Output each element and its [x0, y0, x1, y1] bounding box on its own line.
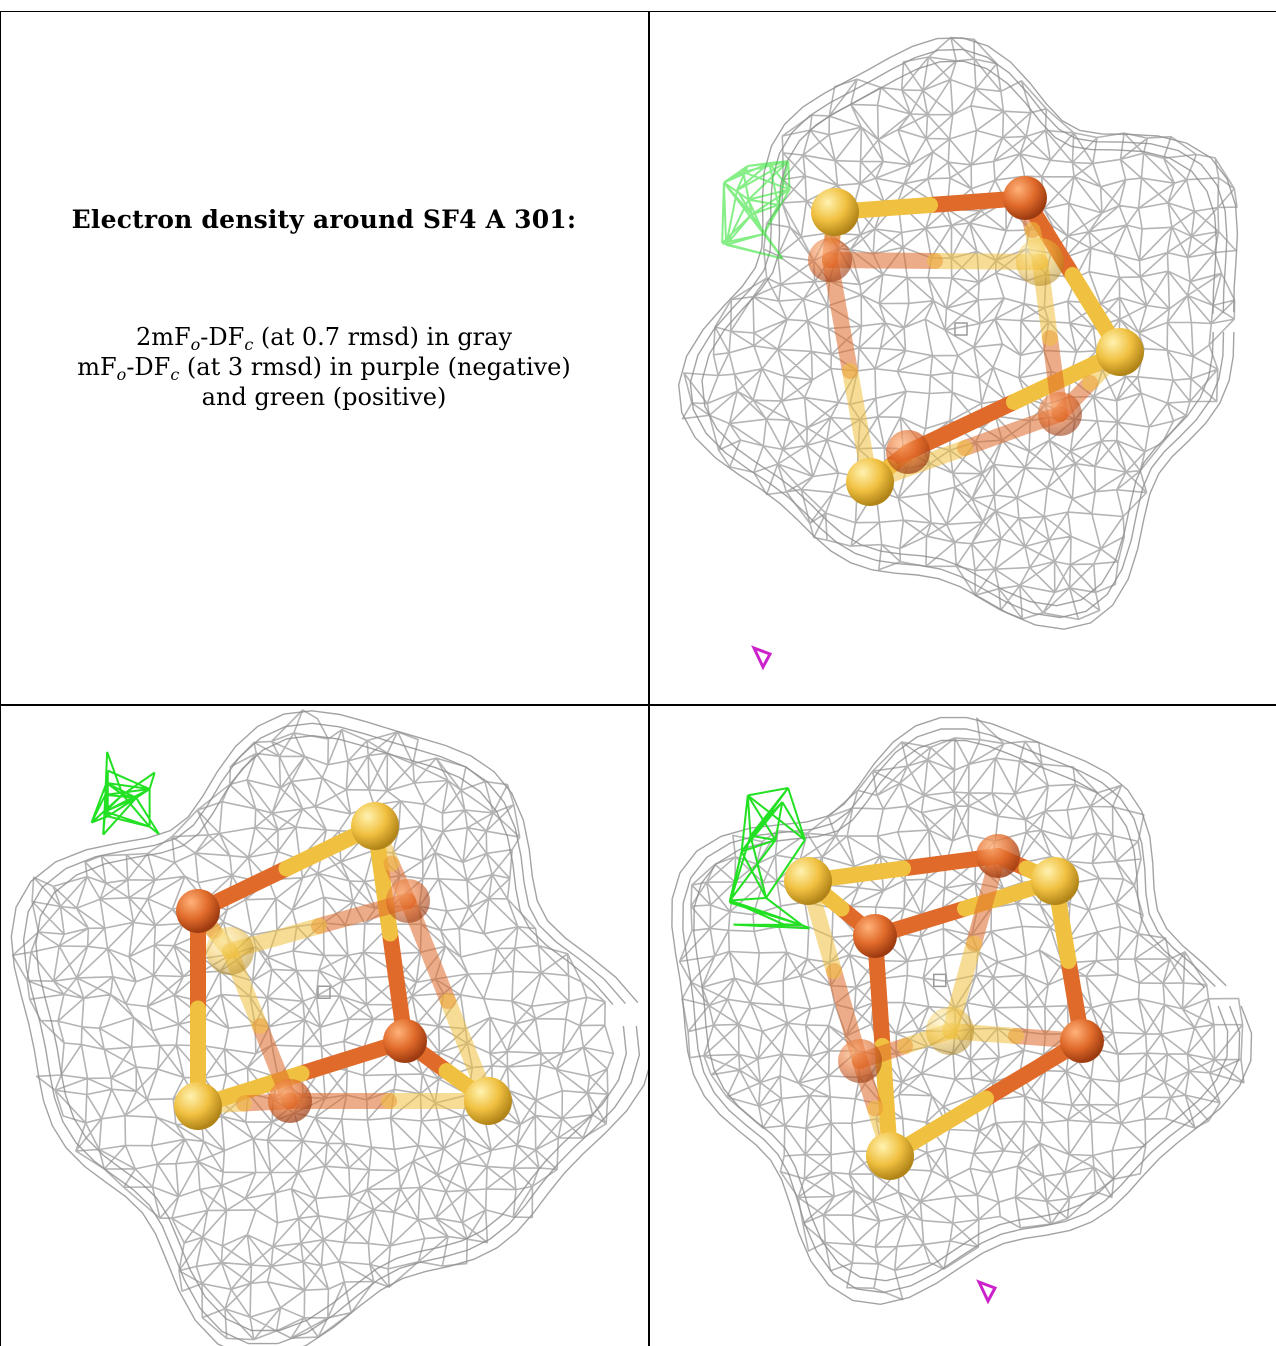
view-bottom-left: [0, 706, 648, 1346]
iron-atom: [808, 238, 852, 282]
caption-legend: 2mFo-DFc (at 0.7 rmsd) in gray mFo-DFc (…: [0, 322, 648, 412]
density-mesh: [13, 710, 614, 1340]
density-render-3: [650, 706, 1276, 1346]
iron-atom: [976, 834, 1020, 878]
sulfur-atom: [846, 458, 894, 506]
iron-atom: [838, 1039, 882, 1083]
iron-atom: [268, 1079, 312, 1123]
sulfur-atom: [174, 1082, 222, 1130]
sulfur-atom: [351, 802, 399, 850]
iron-atom: [1038, 392, 1082, 436]
sulfur-atom: [926, 1007, 974, 1055]
iron-atom: [383, 1019, 427, 1063]
iron-atom: [886, 430, 930, 474]
iron-atom: [1003, 176, 1047, 220]
sulfur-atom: [811, 188, 859, 236]
negative-difference-density: [754, 648, 770, 667]
table-left-rule: [0, 11, 1, 1346]
legend-line-2mfo-dfc: 2mFo-DFc (at 0.7 rmsd) in gray: [0, 322, 648, 352]
density-render-1: [650, 12, 1276, 704]
iron-atom: [176, 889, 220, 933]
table-middle-rule: [648, 11, 650, 1346]
caption-title: Electron density around SF4 A 301:: [0, 205, 648, 234]
density-render-2: [0, 706, 648, 1346]
caption-cell: Electron density around SF4 A 301: 2mFo-…: [0, 0, 648, 704]
legend-line-mfo-dfc: mFo-DFc (at 3 rmsd) in purple (negative): [0, 352, 648, 382]
table-top-rule: [0, 11, 1276, 12]
sulfur-atom: [1031, 857, 1079, 905]
iron-atom: [853, 914, 897, 958]
sulfur-atom: [866, 1132, 914, 1180]
sulfur-atom: [206, 927, 254, 975]
sulfur-atom: [1096, 328, 1144, 376]
sulfur-atom: [784, 857, 832, 905]
cluster-center-marker: [955, 323, 967, 335]
view-bottom-right: [650, 706, 1276, 1346]
view-top-right: [650, 12, 1276, 704]
negative-difference-density: [979, 1282, 995, 1301]
iron-atom: [1060, 1019, 1104, 1063]
positive-difference-density: [92, 752, 160, 835]
density-mesh: [683, 38, 1237, 620]
sulfur-atom: [464, 1077, 512, 1125]
table-row-rule: [0, 704, 1276, 706]
iron-atom: [386, 879, 430, 923]
legend-line-green: and green (positive): [0, 382, 648, 412]
sulfur-atom: [1016, 238, 1064, 286]
